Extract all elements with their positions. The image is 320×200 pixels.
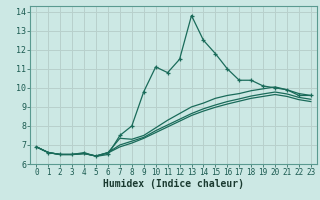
- X-axis label: Humidex (Indice chaleur): Humidex (Indice chaleur): [103, 179, 244, 189]
